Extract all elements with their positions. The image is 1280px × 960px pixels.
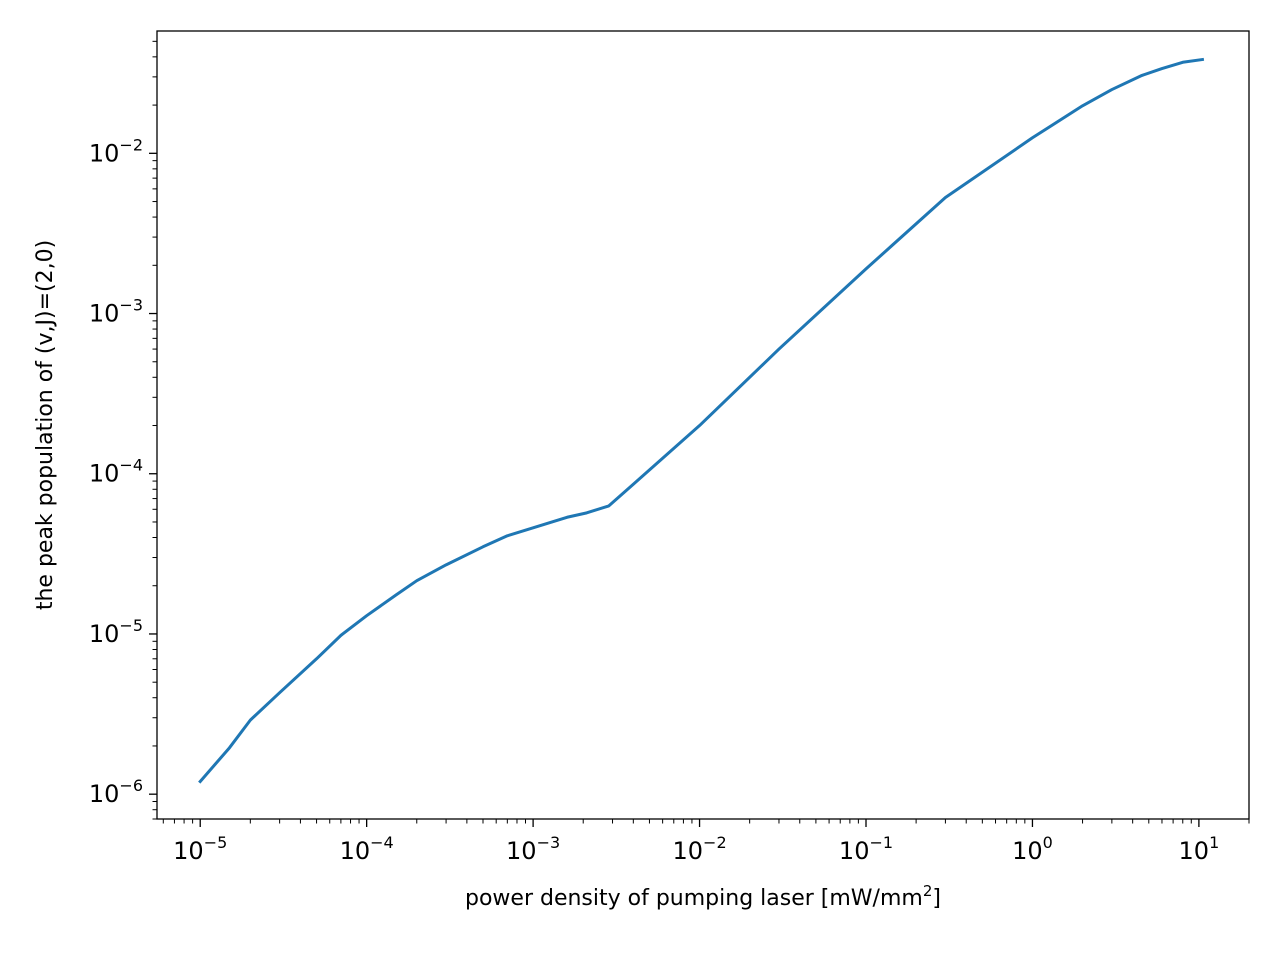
- x-tick-label-exponent: 1: [1209, 833, 1219, 852]
- x-tick-label-exponent: −2: [703, 833, 727, 852]
- major-ticks: [149, 152, 1200, 827]
- x-tick-label-exponent: −3: [537, 833, 561, 852]
- y-tick-label-exponent: −2: [119, 135, 143, 154]
- y-tick-label: 10−3: [89, 296, 143, 328]
- y-tick-label-base: 10: [89, 460, 120, 488]
- x-tick-label-exponent: −1: [869, 833, 893, 852]
- minor-ticks: [152, 40, 1250, 824]
- x-axis-label-end: ]: [932, 886, 941, 911]
- y-tick-label: 10−2: [89, 135, 143, 167]
- x-axis-label-main: power density of pumping laser [mW/mm: [465, 886, 923, 911]
- plot-frame: [156, 30, 1250, 820]
- x-tick-label: 10−3: [506, 833, 560, 865]
- y-tick-label-exponent: −4: [119, 456, 143, 475]
- y-tick-label: 10−6: [89, 776, 143, 808]
- y-tick-label-base: 10: [89, 300, 120, 328]
- x-tick-label-base: 10: [1179, 837, 1210, 865]
- x-tick-label-base: 10: [672, 837, 703, 865]
- x-tick-label-base: 10: [506, 837, 537, 865]
- y-tick-label-base: 10: [89, 139, 120, 167]
- x-tick-label-base: 10: [839, 837, 870, 865]
- series-layer: [198, 57, 1205, 784]
- x-tick-label-base: 10: [173, 837, 204, 865]
- x-tick-label-base: 10: [340, 837, 371, 865]
- tick-labels: 10−5 10−4 10−3 10−2 10−1 100 10110−610−510−410…: [89, 135, 1219, 865]
- x-tick-label: 101: [1179, 833, 1220, 865]
- x-tick-label-exponent: −5: [204, 833, 228, 852]
- series-line: [198, 57, 1205, 784]
- x-tick-label: 100: [1012, 833, 1053, 865]
- y-tick-label-base: 10: [89, 780, 120, 808]
- x-tick-label: 10−2: [672, 833, 726, 865]
- x-axis-label: power density of pumping laser [mW/mm2]: [465, 882, 941, 911]
- x-tick-label-exponent: 0: [1043, 833, 1053, 852]
- x-tick-label: 10−1: [839, 833, 893, 865]
- y-axis-label: the peak population of (v,J)=(2,0): [33, 240, 58, 610]
- x-axis-label-superscript: 2: [923, 882, 933, 900]
- x-tick-label-exponent: −4: [370, 833, 394, 852]
- y-tick-label: 10−4: [89, 456, 143, 488]
- x-tick-label-base: 10: [1012, 837, 1043, 865]
- y-tick-label-exponent: −6: [119, 776, 143, 795]
- y-tick-label-exponent: −3: [119, 296, 143, 315]
- y-tick-label: 10−5: [89, 616, 143, 648]
- x-tick-label: 10−5: [173, 833, 227, 865]
- y-tick-label-base: 10: [89, 620, 120, 648]
- y-tick-label-exponent: −5: [119, 616, 143, 635]
- x-tick-label: 10−4: [340, 833, 394, 865]
